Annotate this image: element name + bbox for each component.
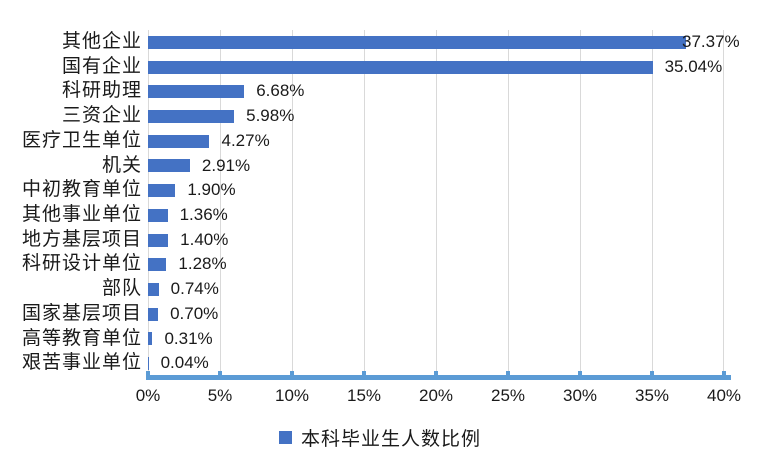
category-label: 其他企业 <box>61 31 142 52</box>
bar <box>148 332 153 346</box>
x-axis-tick-label: 5% <box>207 386 233 405</box>
gridline <box>436 30 437 376</box>
category-label: 医疗卫生单位 <box>21 129 142 151</box>
gridline <box>508 30 509 376</box>
value-label: 0.74% <box>170 279 219 299</box>
value-label: 1.36% <box>179 205 228 224</box>
x-axis-tick <box>290 371 294 376</box>
category-label: 科研设计单位 <box>21 253 142 275</box>
value-label: 37.37% <box>682 32 740 51</box>
bar <box>148 208 168 222</box>
gridline <box>220 30 221 376</box>
legend-square-icon <box>278 431 292 444</box>
x-axis-line <box>146 375 731 380</box>
bar <box>148 283 159 296</box>
bar <box>148 258 167 272</box>
x-axis-tick <box>722 371 726 376</box>
category-label: 科研助理 <box>61 80 142 102</box>
value-label: 6.68% <box>256 81 305 101</box>
plot-area: 37.37% 35.04% 6.68% 5.98% 4.27% 2.91% 1.90% 1.3… <box>148 30 740 376</box>
value-label: 35.04% <box>664 56 723 76</box>
category-label: 部队 <box>101 278 142 300</box>
category-label: 其他事业单位 <box>21 204 142 225</box>
gridline <box>364 30 365 376</box>
category-label: 国家基层项目 <box>21 302 142 324</box>
x-axis-tick <box>578 371 582 376</box>
gridline <box>580 30 581 376</box>
bar <box>148 184 176 198</box>
bar <box>148 307 159 321</box>
x-axis-tick-label: 10% <box>274 386 310 405</box>
x-axis-tick-label: 0% <box>135 386 161 405</box>
x-axis-tick-label: 20% <box>418 386 454 405</box>
category-label: 高等教育单位 <box>21 327 142 349</box>
value-label: 0.70% <box>170 303 219 323</box>
value-label: 0.04% <box>160 353 209 373</box>
value-label: 1.90% <box>187 180 236 200</box>
x-axis-tick-label: 35% <box>634 386 670 405</box>
value-label: 5.98% <box>246 106 295 126</box>
category-label: 艰苦事业单位 <box>21 352 142 374</box>
value-label: 2.91% <box>201 155 251 175</box>
bar <box>148 60 653 74</box>
value-label: 1.40% <box>180 229 229 249</box>
value-label: 0.31% <box>164 328 213 348</box>
bar <box>148 233 169 247</box>
x-axis-tick <box>650 371 654 376</box>
gridline <box>723 30 724 376</box>
value-label: 4.27% <box>221 130 270 150</box>
x-axis-tick-label: 15% <box>346 386 382 405</box>
bar <box>148 159 190 173</box>
x-axis-tick <box>434 371 438 376</box>
gridline <box>148 30 149 376</box>
x-axis-tick-label: 30% <box>562 386 598 405</box>
legend: 本科毕业生人数比例 <box>0 424 760 451</box>
category-label: 中初教育单位 <box>21 179 142 201</box>
x-axis-tick-label: 25% <box>490 386 526 405</box>
category-label: 国有企业 <box>61 55 142 77</box>
bar <box>148 85 245 99</box>
legend-label: 本科毕业生人数比例 <box>300 429 481 450</box>
x-axis-tick <box>362 371 366 376</box>
category-label: 机关 <box>101 154 142 176</box>
x-axis-tick-label: 40% <box>706 386 742 405</box>
x-axis-tick <box>218 371 222 376</box>
category-label: 地方基层项目 <box>21 228 142 250</box>
bar <box>148 110 235 123</box>
gridline <box>652 30 653 376</box>
value-label: 1.28% <box>178 254 227 274</box>
x-axis-tick <box>506 371 510 376</box>
gridline <box>292 30 293 376</box>
bar <box>148 35 687 49</box>
x-axis-tick <box>146 371 150 376</box>
bar <box>148 134 210 148</box>
bar <box>148 357 149 371</box>
category-label: 三资企业 <box>61 105 142 127</box>
